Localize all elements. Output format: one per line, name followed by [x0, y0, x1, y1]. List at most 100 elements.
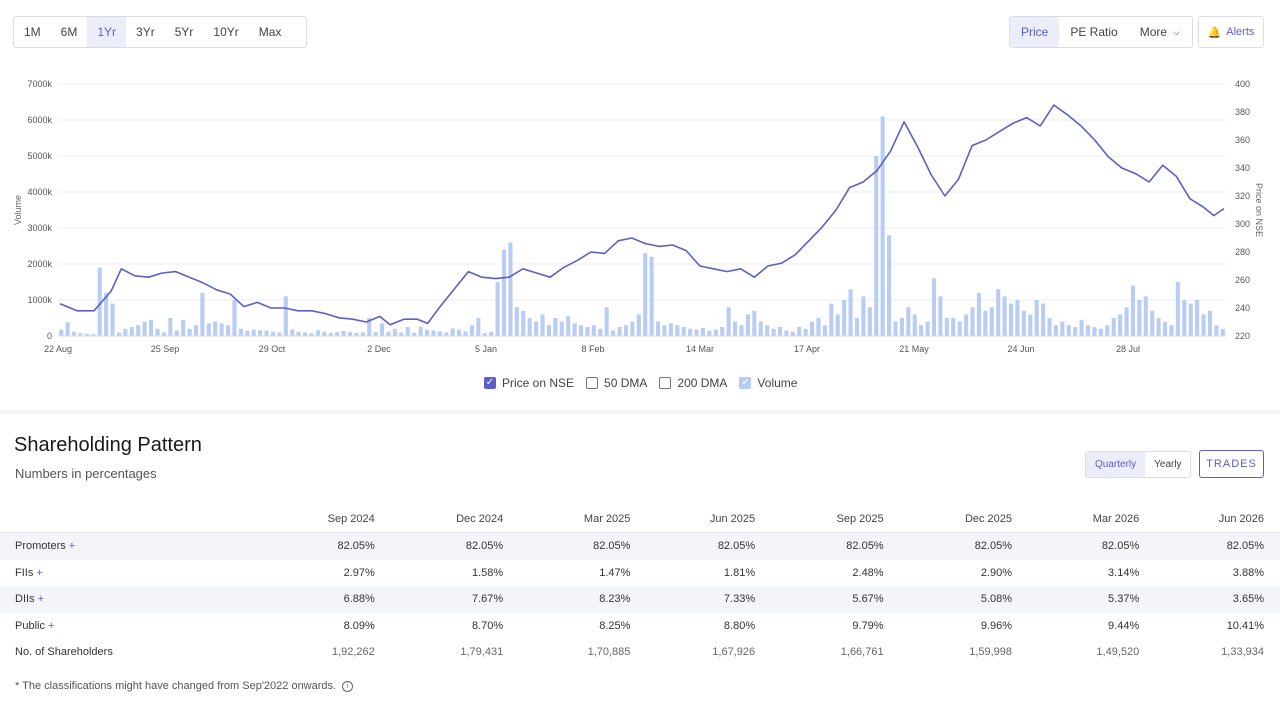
volume-bar [643, 253, 648, 336]
volume-bar [996, 289, 1001, 336]
column-header: Sep 2024 [327, 513, 375, 525]
volume-bar [912, 314, 917, 336]
range-button-3yr[interactable]: 3Yr [136, 25, 155, 39]
expand-plus-icon[interactable]: + [37, 593, 44, 606]
volume-bar [771, 328, 776, 336]
table-cell: 8.09% [343, 619, 375, 632]
volume-bar [630, 321, 635, 336]
trades-button[interactable]: TRADES [1199, 450, 1264, 478]
range-button-10yr[interactable]: 10Yr [213, 25, 239, 39]
volume-bar [899, 318, 904, 336]
row-label-cell[interactable]: DIIs + [0, 586, 263, 613]
y-left-tick-label: 7000k [27, 79, 52, 89]
volume-bar [1124, 307, 1129, 336]
y-right-tick-label: 280 [1235, 247, 1250, 257]
range-button-5yr[interactable]: 5Yr [174, 25, 194, 39]
volume-bar [874, 156, 879, 336]
y-right-tick-label: 240 [1235, 303, 1250, 313]
volume-bar [59, 329, 64, 336]
volume-bar [110, 303, 115, 336]
expand-plus-icon[interactable]: + [68, 540, 76, 553]
table-cell: 9.44% [1108, 619, 1140, 632]
volume-bar [354, 332, 359, 336]
quarterly-tab[interactable]: Quarterly [1086, 452, 1146, 477]
volume-bar [521, 310, 526, 336]
y-right-tick-label: 260 [1235, 275, 1250, 285]
x-tick-label: 17 Apr [794, 344, 820, 354]
volume-bar [91, 334, 96, 336]
table-cell: 82.05% [519, 532, 647, 560]
row-label-cell[interactable]: Public + [0, 613, 262, 640]
volume-bar [829, 303, 834, 336]
volume-bar [155, 328, 160, 336]
range-button-6m[interactable]: 6M [60, 25, 78, 39]
price-tab[interactable]: Price [1010, 17, 1060, 47]
volume-bar [752, 310, 757, 336]
more-dropdown[interactable]: More ⌵ [1129, 17, 1191, 47]
table-cell: 8.70% [472, 619, 504, 632]
table-cell: 2.90% [980, 566, 1013, 579]
x-tick-label: 21 May [899, 344, 929, 354]
volume-bar [1207, 310, 1213, 336]
y-right-tick-label: 340 [1235, 163, 1250, 173]
row-label-cell[interactable]: FIIs + [0, 560, 262, 587]
x-tick-label: 8 Feb [581, 344, 604, 354]
price-chart-card: 1M 6M 1Yr 3Yr 5Yr 10Yr Max Price PE Ratio More… [0, 0, 1280, 410]
volume-bar [559, 321, 564, 336]
volume-bar [264, 330, 269, 336]
table-row: Promoters +82.05% 82.05% 82.05% 82.05% 82.05%… [0, 532, 1280, 560]
volume-bar [739, 325, 744, 336]
volume-bar [668, 323, 673, 336]
x-tick-label: 14 Mar [686, 344, 714, 354]
table-cell: 9.79% [852, 619, 884, 632]
expand-plus-icon[interactable]: + [47, 619, 55, 632]
volume-bar [1092, 327, 1097, 336]
legend-price-toggle[interactable]: ✓ Price on NSE [484, 376, 574, 390]
table-cell: 1,59,998 [969, 646, 1013, 659]
volume-bar [1034, 300, 1039, 336]
volume-bar [655, 321, 661, 336]
volume-bar [200, 292, 205, 336]
legend-200dma-toggle[interactable]: 200 DMA [659, 376, 727, 390]
volume-bar [938, 296, 943, 336]
volume-bar [270, 331, 276, 336]
range-button-max[interactable]: Max [258, 25, 282, 39]
volume-bar [444, 332, 449, 336]
volume-bar [675, 325, 680, 336]
column-header: Jun 2026 [1218, 513, 1264, 525]
period-selector: Quarterly Yearly [1085, 451, 1191, 478]
volume-bar [1079, 319, 1084, 336]
volume-bar [989, 307, 994, 336]
volume-bar [733, 321, 738, 336]
row-label-cell[interactable]: Promoters + [0, 532, 263, 560]
table-cell: 82.05% [771, 532, 900, 560]
table-cell: 6.88% [262, 586, 391, 613]
volume-bar [842, 300, 847, 336]
volume-bar [1118, 314, 1123, 336]
yearly-tab[interactable]: Yearly [1154, 459, 1182, 470]
info-icon[interactable]: i [342, 680, 354, 692]
time-range-selector: 1M 6M 1Yr 3Yr 5Yr 10Yr Max [13, 16, 307, 48]
range-button-1m[interactable]: 1M [24, 25, 41, 39]
x-tick-label: 29 Oct [259, 344, 286, 354]
y-right-tick-label: 320 [1235, 191, 1250, 201]
volume-bar [765, 325, 770, 336]
expand-plus-icon[interactable]: + [36, 566, 43, 579]
table-cell: 82.05% [899, 532, 1029, 560]
legend-volume-toggle[interactable]: ✓ Volume [739, 376, 797, 390]
volume-bar [1156, 318, 1161, 336]
legend-50dma-toggle[interactable]: 50 DMA [586, 376, 647, 390]
volume-bar [540, 314, 545, 336]
volume-bar [957, 321, 962, 336]
volume-bar [893, 321, 898, 336]
volume-bar [328, 332, 333, 336]
volume-bar [964, 314, 969, 336]
range-button-1yr[interactable]: 1Yr [87, 17, 127, 47]
volume-bar [213, 321, 218, 336]
pe-ratio-tab[interactable]: PE Ratio [1070, 25, 1118, 39]
table-cell: 3.14% [1108, 566, 1140, 579]
volume-bar [1201, 314, 1206, 336]
alerts-button[interactable]: 🔔 Alerts [1198, 16, 1264, 48]
volume-bar [790, 331, 795, 336]
y-left-tick-label: 6000k [27, 115, 52, 125]
